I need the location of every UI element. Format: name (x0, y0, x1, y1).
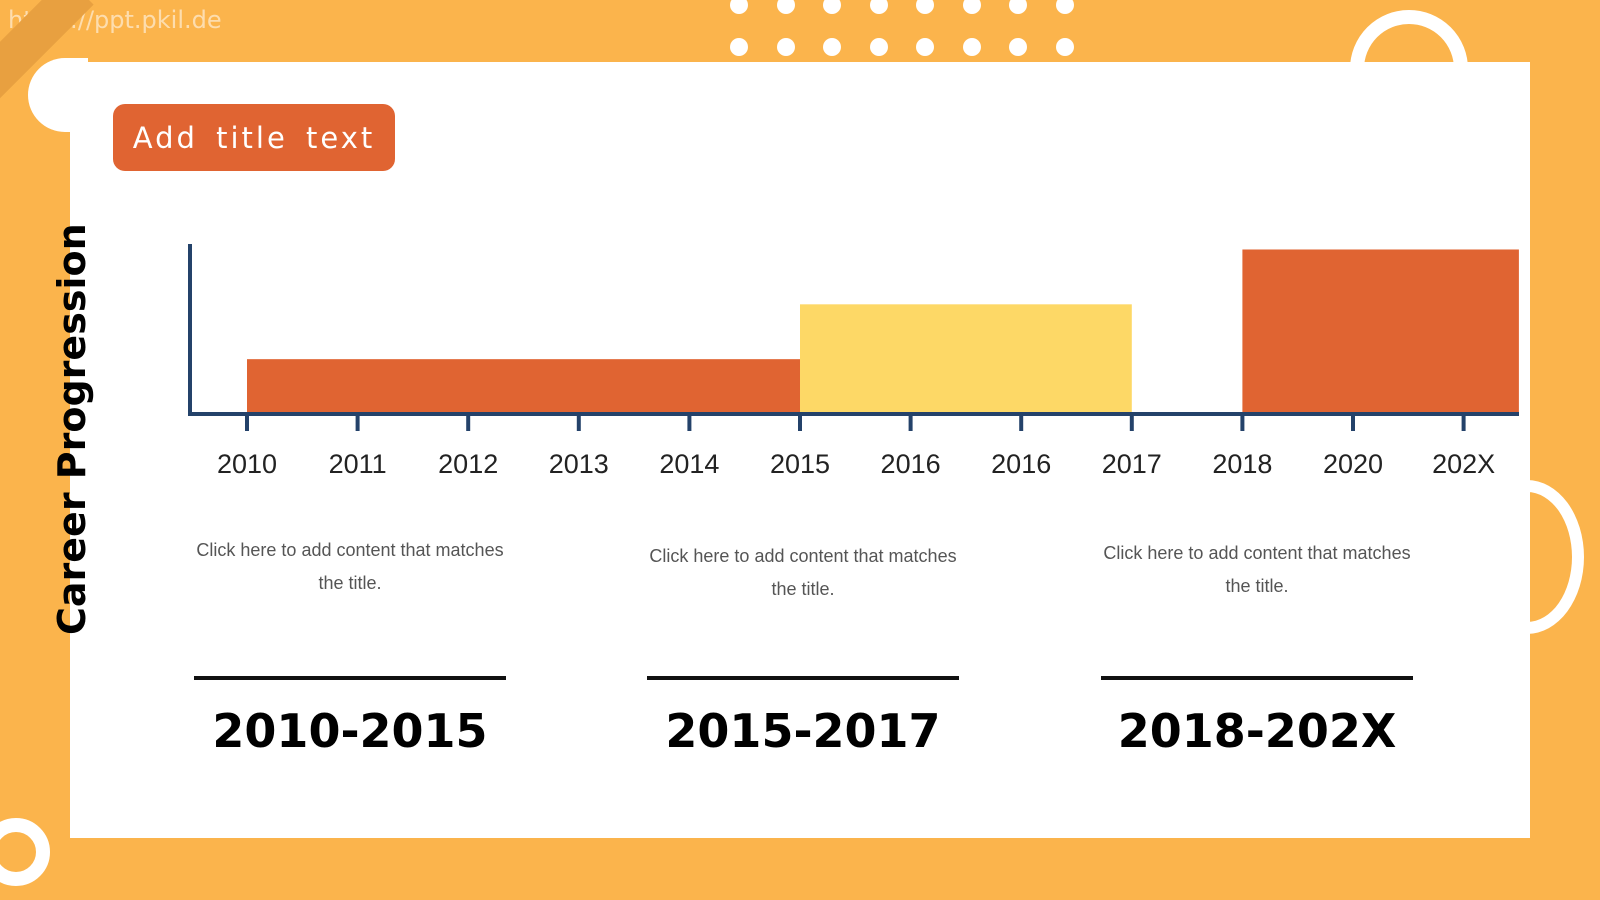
decorative-dot (1009, 0, 1027, 14)
decorative-dot (916, 38, 934, 56)
decorative-dot (962, 0, 981, 14)
slide-card: Add title text (70, 62, 1530, 838)
phase-block-2: Click here to add content that matches t… (647, 540, 959, 606)
slide-title[interactable]: Add title text (113, 104, 395, 171)
chart-tick-label: 2017 (1102, 449, 1162, 479)
chart-tick-label: 2018 (1212, 449, 1272, 479)
chart-tick-label: 2011 (329, 449, 387, 479)
decorative-dot (730, 0, 748, 14)
chart-tick-label: 2016 (881, 449, 941, 479)
decorative-dot (1055, 38, 1074, 56)
decorative-dot (869, 0, 888, 14)
chart-tick-label: 2012 (438, 449, 498, 479)
decorative-dot (730, 38, 748, 56)
chart-bar-2 (800, 304, 1132, 414)
chart-tick-label: 202X (1432, 449, 1495, 479)
chart-tick-label: 2016 (991, 449, 1051, 479)
phase-block-1: Click here to add content that matches t… (194, 534, 506, 600)
decorative-dot (916, 0, 934, 14)
phase-divider (1101, 676, 1413, 680)
phase-divider (194, 676, 506, 680)
chart-tick-label: 2020 (1323, 449, 1383, 479)
phase-description[interactable]: Click here to add content that matches t… (1103, 543, 1411, 596)
phase-range-label: 2015-2017 (665, 704, 941, 758)
decorative-dot (776, 0, 795, 14)
decorative-dot (1055, 0, 1074, 14)
chart-tick-label: 2010 (217, 449, 277, 479)
phase-description[interactable]: Click here to add content that matches t… (649, 546, 957, 599)
phase-range-label: 2010-2015 (212, 704, 488, 758)
phase-description[interactable]: Click here to add content that matches t… (196, 540, 504, 593)
decorative-dot (869, 38, 888, 56)
chart-bar-1 (247, 359, 800, 414)
decorative-dot (962, 38, 981, 56)
chart-tick-label: 2015 (770, 449, 830, 479)
phase-divider (647, 676, 959, 680)
decorative-dot (823, 0, 841, 14)
chart-tick-label: 2013 (549, 449, 609, 479)
phase-block-3: Click here to add content that matches t… (1101, 537, 1413, 603)
decorative-dot (1009, 38, 1027, 56)
chart-tick-label: 2014 (659, 449, 719, 479)
decorative-dot (776, 38, 795, 56)
chart-bar-3 (1242, 249, 1519, 414)
phase-range-label: 2018-202X (1117, 704, 1397, 758)
decorative-dot (823, 38, 841, 56)
